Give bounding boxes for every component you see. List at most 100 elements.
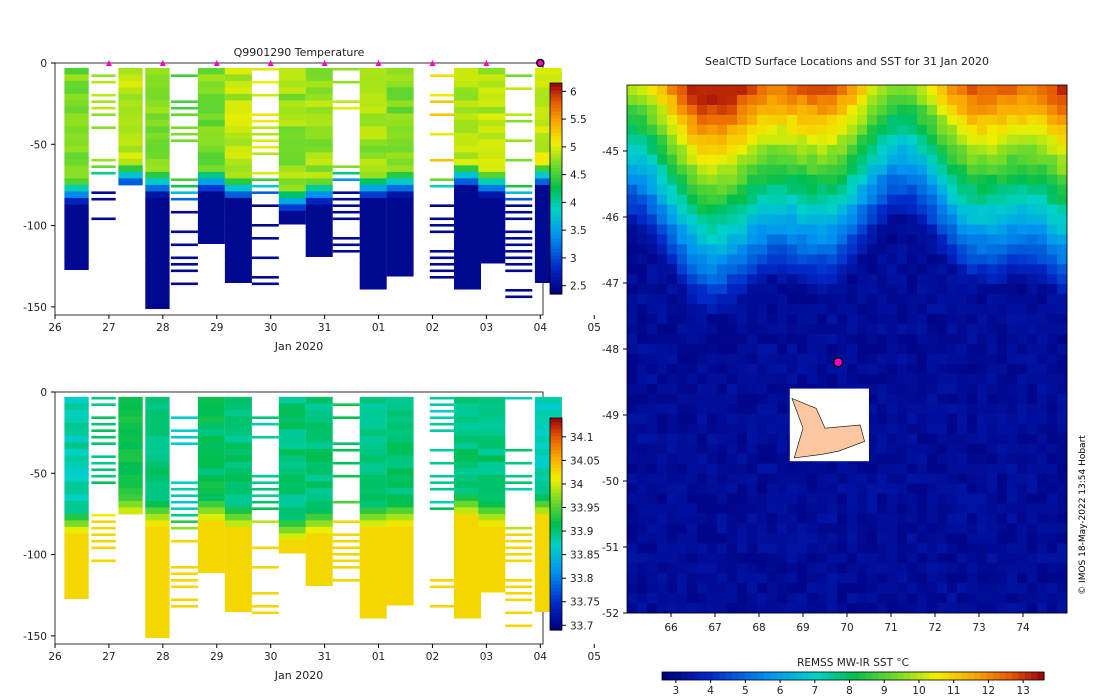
sst-cell [777, 224, 788, 235]
sst-cell [667, 234, 678, 245]
sst-cell [767, 563, 778, 574]
sst-cell [827, 583, 838, 594]
sst-cell [687, 583, 698, 594]
data-cell [278, 422, 306, 430]
data-cell [386, 592, 414, 599]
profile-column [332, 403, 360, 582]
sst-cell [837, 104, 848, 116]
sst-cell [817, 593, 828, 604]
colorbar-segment [550, 97, 562, 102]
data-cell [305, 448, 333, 456]
data-cell [118, 500, 143, 508]
sst-cell [717, 523, 728, 534]
sst-cell [667, 363, 678, 375]
sst-cell [697, 583, 708, 594]
sst-cell [817, 304, 828, 315]
sst-cell [707, 85, 718, 96]
data-cell [64, 178, 89, 186]
sst-cell [937, 403, 948, 415]
sst-cell [847, 184, 858, 195]
sst-cell [1037, 493, 1048, 504]
data-cell [224, 559, 252, 567]
sst-cell [977, 603, 988, 614]
sst-cell [917, 334, 928, 345]
x-axis-label: Jan 2020 [274, 669, 323, 682]
data-cell [534, 256, 562, 264]
sst-cell [907, 95, 918, 106]
sst-cell [897, 453, 908, 464]
sst-cell [1047, 294, 1058, 305]
sst-cell [817, 573, 828, 584]
sst-cell [777, 314, 788, 325]
data-cell [454, 171, 481, 179]
colorbar-segment [550, 598, 562, 603]
map-x-tick-label: 67 [708, 622, 721, 634]
sst-cell [747, 513, 758, 524]
profile-column [478, 67, 506, 264]
data-cell [91, 93, 116, 97]
map-x-tick-label: 69 [796, 622, 809, 634]
sst-cell [947, 533, 958, 544]
data-cell [534, 533, 562, 541]
sst-cell [887, 363, 898, 375]
data-cell [505, 119, 533, 123]
data-cell [64, 566, 89, 573]
sst-cell [907, 344, 918, 355]
data-cell [197, 165, 225, 173]
sst-cell [757, 543, 768, 554]
data-cell [478, 520, 506, 528]
sst-cell [737, 144, 748, 156]
sst-cell [837, 85, 848, 96]
sst-cell [947, 144, 958, 156]
data-cell [170, 256, 198, 260]
sst-cell [987, 334, 998, 345]
data-cell [64, 507, 89, 515]
data-cell [251, 204, 279, 207]
sst-cell [987, 373, 998, 385]
sst-cell [767, 164, 778, 176]
sst-cell [927, 194, 938, 205]
data-cell [197, 106, 225, 114]
sst-cell [857, 503, 868, 514]
sst-cell [747, 563, 758, 574]
sst-cell [767, 324, 778, 335]
data-cell [359, 67, 387, 75]
sst-cell [987, 573, 998, 584]
sst-cell [667, 164, 678, 176]
sst-cell [697, 483, 708, 494]
data-cell [359, 224, 387, 231]
colorbar-segment [550, 499, 562, 504]
data-cell [91, 442, 116, 445]
sst-cell [897, 294, 908, 305]
sst-cell [967, 354, 978, 365]
data-cell [454, 197, 481, 205]
sst-cell [907, 423, 918, 435]
data-cell [478, 230, 506, 238]
sst-cell [667, 324, 678, 335]
sst-cell [887, 503, 898, 514]
sst-cell [847, 104, 858, 116]
sst-cell [977, 403, 988, 415]
sst-cell [1007, 403, 1018, 415]
sst-cell [947, 304, 958, 315]
sst-cell [677, 324, 688, 335]
sst-cell [987, 463, 998, 474]
sst-cell [1017, 453, 1028, 464]
sst-cell [897, 274, 908, 285]
sst-cell [677, 104, 688, 116]
sst-cell [1047, 593, 1058, 604]
data-cell [145, 184, 170, 192]
sst-cell [1037, 204, 1048, 215]
sst-cell [997, 403, 1008, 415]
sst-cell [807, 124, 818, 136]
sst-cell [847, 334, 858, 345]
data-cell [505, 461, 533, 465]
sst-cell [777, 453, 788, 464]
profile-column [386, 396, 414, 606]
sst-cell [697, 114, 708, 126]
sst-cell [1057, 254, 1068, 265]
sst-cell [797, 354, 808, 365]
data-cell [534, 592, 562, 599]
sst-cell [717, 533, 728, 544]
sst-cell [737, 493, 748, 504]
